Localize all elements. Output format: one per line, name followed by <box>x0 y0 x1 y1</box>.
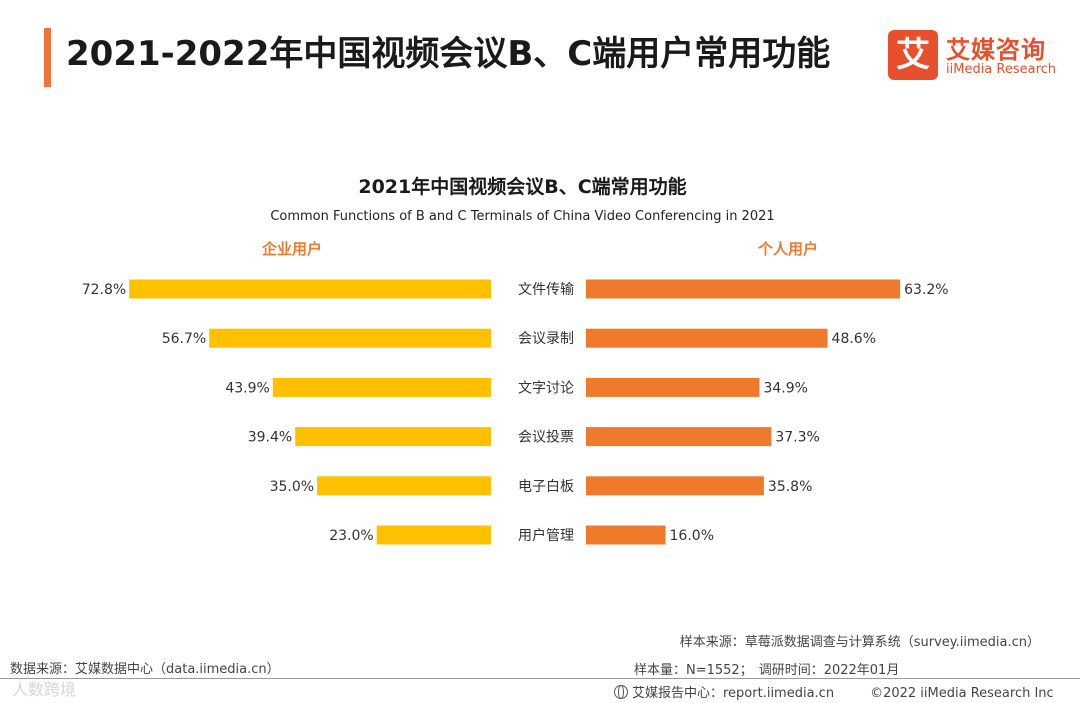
bar-enterprise <box>129 279 491 299</box>
copyright: ©2022 iiMedia Research Inc <box>870 686 1054 701</box>
data-label-enterprise: 35.0% <box>270 479 314 495</box>
sample-size: 样本量：N=1552； <box>634 663 753 678</box>
data-label-enterprise: 72.8% <box>82 282 126 298</box>
bar-enterprise <box>272 377 491 397</box>
category-label: 文字讨论 <box>518 380 574 396</box>
category-label: 会议录制 <box>518 331 574 347</box>
bar-enterprise <box>295 427 491 447</box>
data-label-individual: 34.9% <box>763 380 807 396</box>
data-label-enterprise: 56.7% <box>162 331 206 347</box>
bar-individual <box>586 279 901 299</box>
bar-individual <box>586 427 772 447</box>
brand-logo: 艾 艾媒咨询 iiMedia Research <box>888 30 1063 82</box>
category-label: 用户管理 <box>518 527 574 544</box>
title-accent-bar <box>44 28 51 87</box>
bar-individual <box>586 476 764 496</box>
logo-mark-icon: 艾 <box>888 30 938 80</box>
survey-time: 调研时间：2022年01月 <box>758 663 900 678</box>
report-center: 艾媒报告中心：report.iimedia.cn <box>632 686 835 701</box>
bar-enterprise <box>376 525 491 545</box>
bar-enterprise <box>209 328 492 348</box>
bar-individual <box>586 377 760 397</box>
data-label-individual: 16.0% <box>670 528 714 544</box>
chart-title: 2021年中国视频会议B、C端常用功能 <box>358 176 687 198</box>
legend-individual-users: 个人用户 <box>758 240 819 258</box>
bar-individual <box>586 525 666 545</box>
bar-enterprise <box>317 476 491 496</box>
data-label-enterprise: 23.0% <box>329 528 373 544</box>
category-label: 电子白板 <box>518 479 574 495</box>
bar-individual <box>586 328 828 348</box>
page-title: 2021-2022年中国视频会议B、C端用户常用功能 <box>66 34 831 74</box>
data-label-enterprise: 39.4% <box>248 430 292 446</box>
sample-source: 样本来源：草莓派数据调查与计算系统（survey.iimedia.cn） <box>679 635 1040 650</box>
category-label: 文件传输 <box>518 282 574 298</box>
chart-subtitle: Common Functions of B and C Terminals of… <box>270 209 775 224</box>
data-label-enterprise: 43.9% <box>225 380 269 396</box>
sample-info: 样本量：N=1552； 调研时间：2022年01月 <box>634 659 899 678</box>
data-label-individual: 37.3% <box>775 430 819 446</box>
globe-icon <box>614 685 628 699</box>
data-source: 数据来源：艾媒数据中心（data.iimedia.cn） <box>10 662 280 677</box>
watermark: 人数跨境 <box>12 680 77 699</box>
footer-bottom: 艾媒报告中心：report.iimedia.cn ©2022 iiMedia Re… <box>614 682 1054 701</box>
category-label: 会议投票 <box>518 430 574 446</box>
logo-text-cn: 艾媒咨询 <box>946 36 1046 64</box>
data-label-individual: 63.2% <box>904 282 948 298</box>
data-label-individual: 48.6% <box>832 331 876 347</box>
legend-enterprise-users: 企业用户 <box>262 240 323 258</box>
logo-text-en: iiMedia Research <box>946 62 1057 77</box>
butterfly-bar-chart: 72.8% 63.2% 文件传输 56.7% 48.6% 会议录制 43.9% 34.9% 文字… <box>82 279 949 545</box>
footer-divider <box>0 678 1080 679</box>
data-label-individual: 35.8% <box>768 479 812 495</box>
